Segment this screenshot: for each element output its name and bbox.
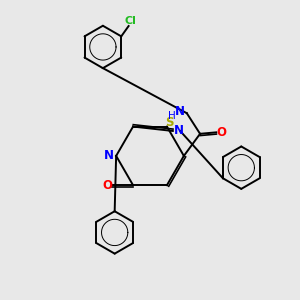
Text: N: N (174, 124, 184, 136)
Text: Cl: Cl (125, 16, 136, 26)
Text: S: S (165, 116, 173, 129)
Text: H: H (168, 111, 176, 121)
Text: N: N (104, 149, 114, 162)
Text: O: O (217, 126, 226, 139)
Text: N: N (175, 105, 185, 118)
Text: O: O (102, 179, 112, 192)
